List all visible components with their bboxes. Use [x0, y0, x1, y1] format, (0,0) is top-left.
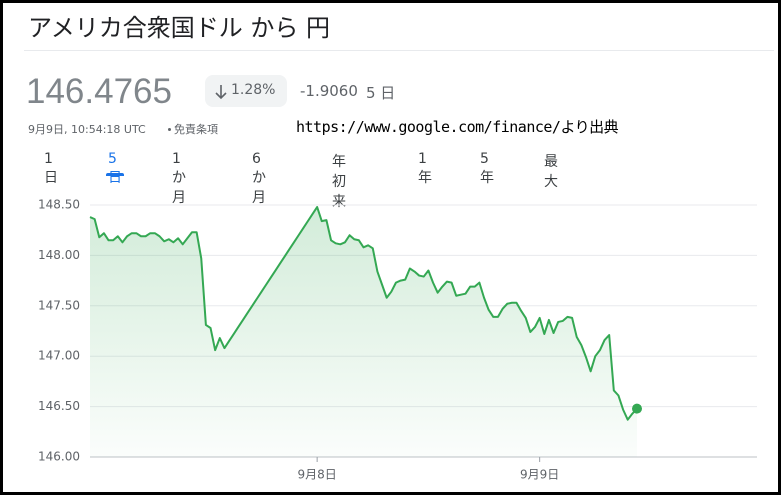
y-tick-label: 146.50 — [38, 399, 80, 413]
timestamp: 9月9日, 10:54:18 UTC — [28, 123, 146, 136]
period: 5 日 — [366, 84, 396, 102]
change: -1.9060 — [300, 82, 358, 100]
range-tab[interactable]: 1 か月 — [172, 151, 186, 206]
area — [90, 207, 637, 457]
source-note: https://www.google.com/finance/より出典 — [296, 118, 619, 136]
y-tick-label: 147.50 — [38, 298, 80, 312]
y-tick-label: 146.00 — [38, 450, 80, 464]
x-tick-label: 9月8日 — [298, 468, 337, 482]
disclaimer[interactable]: 免責条項 — [174, 123, 218, 136]
price: 146.4765 — [26, 72, 172, 111]
separator — [24, 50, 774, 51]
y-tick-label: 148.00 — [38, 248, 80, 262]
price-line — [89, 206, 638, 421]
last-point — [632, 403, 642, 414]
x-tick-label: 9月9日 — [520, 468, 559, 482]
range-tab[interactable]: 5 年 — [480, 151, 494, 186]
change-badge: 1.28% — [205, 75, 287, 107]
range-tab[interactable]: 5 日 — [106, 151, 124, 186]
change-percent: 1.28% — [231, 82, 276, 98]
title: アメリカ合衆国ドル から 円 — [28, 14, 331, 42]
separator-dot — [168, 128, 171, 131]
range-tab[interactable]: 最大 — [544, 154, 558, 190]
y-tick-label: 147.00 — [38, 349, 80, 363]
range-tab[interactable]: 年初来 — [332, 154, 346, 210]
range-tab[interactable]: 1 日 — [44, 151, 58, 186]
range-tab[interactable]: 6 か月 — [252, 151, 266, 206]
down-arrow — [215, 85, 227, 100]
range-tab[interactable]: 1 年 — [418, 151, 432, 186]
chart: 146.00 146.50 147.00 147.50 148.00 148.50 9月8日… — [38, 198, 757, 482]
y-tick-label: 148.50 — [38, 198, 80, 212]
